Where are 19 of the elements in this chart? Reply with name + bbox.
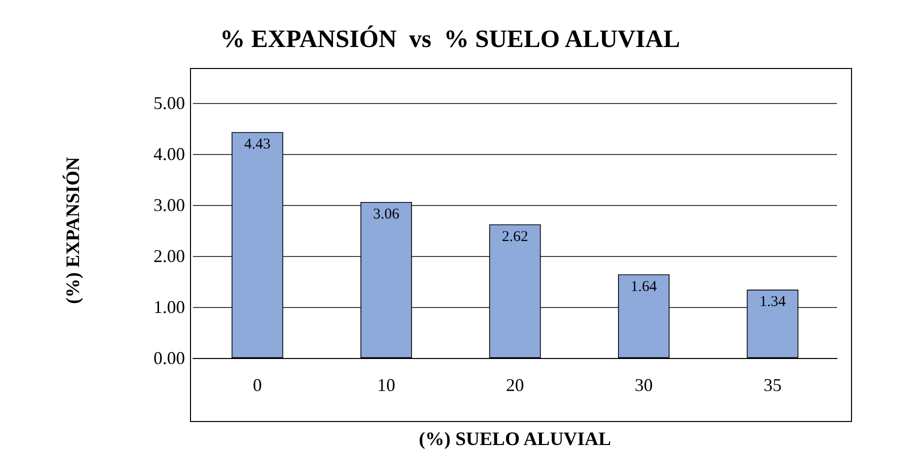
data-label: 1.34 [759,294,786,310]
data-label: 4.43 [244,136,271,153]
x-tick-label: 10 [377,375,396,395]
data-label: 2.62 [502,228,528,245]
x-tick-label: 0 [252,375,262,395]
y-tick-label: 5.00 [154,93,185,113]
y-tick-label: 1.00 [154,297,185,317]
y-tick-label: 4.00 [154,144,185,164]
y-tick-label: 0.00 [154,348,185,368]
x-tick-label: 35 [764,375,782,395]
x-tick-label: 30 [634,375,653,395]
data-label: 3.06 [373,206,400,222]
chart-title: % EXPANSIÓN vs % SUELO ALUVIAL [220,25,680,53]
y-tick-label: 3.00 [154,195,185,215]
y-axis-title: (%) EXPANSIÓN [62,156,84,304]
y-tick-label: 2.00 [154,246,185,266]
x-tick-label: 20 [506,375,524,395]
x-axis-title: (%) SUELO ALUVIAL [418,429,612,450]
data-label: 1.64 [630,278,658,295]
